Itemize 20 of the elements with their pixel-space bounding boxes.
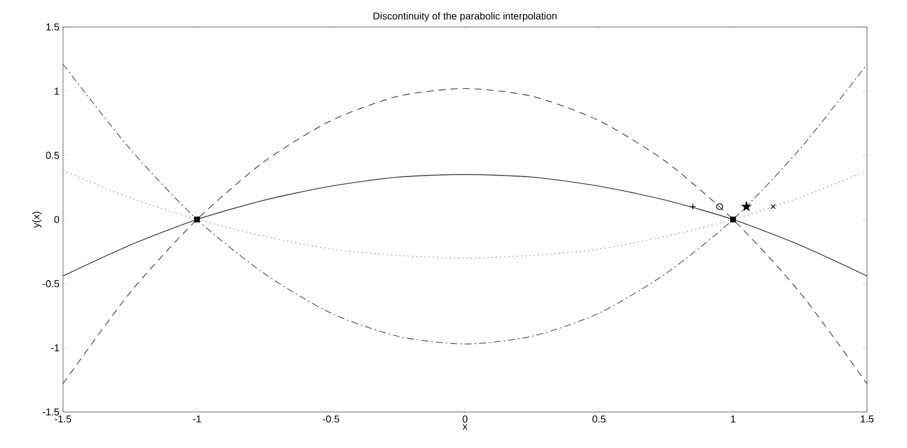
x-tick-label: 1 [731, 416, 736, 422]
line-series [63, 88, 868, 384]
y-tick-label: 0 [54, 216, 60, 224]
x-axis-title: x [462, 424, 468, 430]
y-axis-title: y(x) [32, 212, 42, 228]
y-tick-label: 0.5 [46, 152, 60, 159]
line-series [63, 64, 868, 344]
x-tick-label: -1 [193, 416, 201, 422]
y-tick-label: -1 [51, 344, 60, 352]
y-tick-label: 1 [54, 88, 60, 95]
x-tick-label: 1.5 [860, 416, 874, 422]
chart-title: Discontinuity of the parabolic interpolation [374, 12, 557, 22]
line-series [63, 174, 868, 276]
line-series [63, 170, 868, 258]
y-tick-label: -1.5 [42, 408, 60, 416]
y-tick-label: -0.5 [42, 280, 60, 288]
x-tick-label: 0.5 [592, 416, 606, 423]
x-tick-label: 0 [462, 416, 468, 423]
y-tick-label: 1.5 [46, 24, 60, 30]
x-tick-label: -0.5 [322, 416, 340, 423]
